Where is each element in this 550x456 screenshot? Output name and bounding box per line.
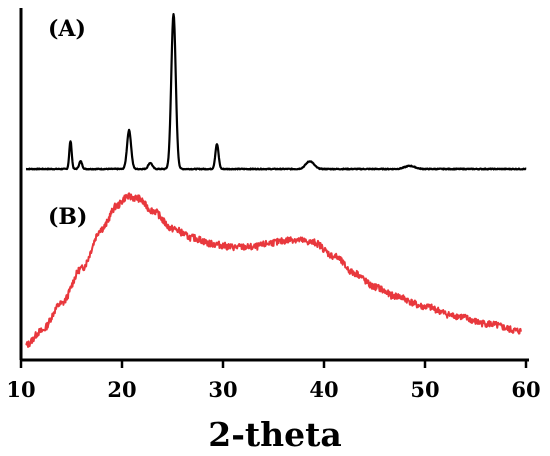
series-a-line bbox=[25, 13, 527, 171]
series-layer bbox=[25, 13, 527, 348]
x-tick-label: 10 bbox=[6, 377, 35, 402]
series-b-line bbox=[25, 192, 522, 348]
axes bbox=[19, 8, 529, 362]
x-ticks: 10 20 30 40 50 60 bbox=[6, 360, 541, 402]
x-tick-label: 50 bbox=[410, 377, 439, 402]
x-tick-label: 20 bbox=[107, 377, 136, 402]
x-axis-title: 2-theta bbox=[208, 415, 342, 454]
x-tick-label: 30 bbox=[208, 377, 237, 402]
panel-label-a: (A) bbox=[48, 16, 86, 42]
panel-label-b: (B) bbox=[48, 204, 87, 230]
x-tick-label: 60 bbox=[511, 377, 540, 402]
x-tick-label: 40 bbox=[309, 377, 338, 402]
